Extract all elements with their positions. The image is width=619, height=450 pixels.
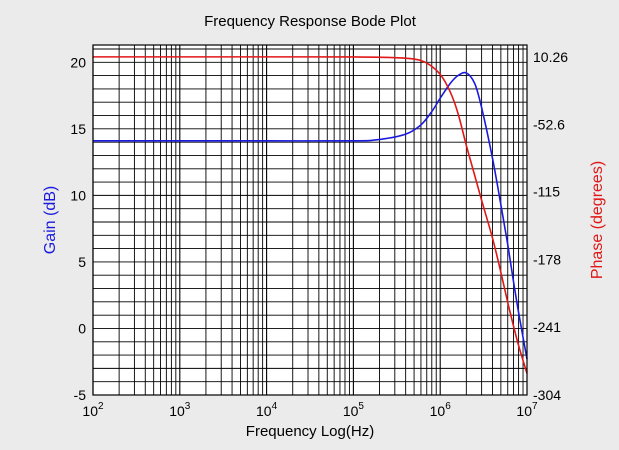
left-tick-label: 0 bbox=[78, 320, 86, 336]
left-axis-label: Gain (dB) bbox=[42, 186, 59, 254]
x-tick-label: 105 bbox=[343, 401, 365, 419]
right-tick-label: -52.6 bbox=[533, 117, 565, 133]
right-tick-label: 10.26 bbox=[533, 49, 568, 65]
x-tick-label: 104 bbox=[256, 401, 278, 419]
x-tick-label: 106 bbox=[430, 401, 452, 419]
left-axis-ticks: -5 0 5 10 15 20 bbox=[70, 54, 86, 403]
right-tick-label: -178 bbox=[533, 251, 561, 267]
right-tick-label: -115 bbox=[533, 184, 560, 200]
left-tick-label: -5 bbox=[74, 387, 87, 403]
series-layer bbox=[92, 56, 528, 374]
left-tick-label: 20 bbox=[70, 54, 86, 70]
right-tick-label: -241 bbox=[533, 319, 561, 335]
right-axis-ticks: 10.26 -52.6 -115 -178 -241 -304 bbox=[533, 49, 568, 403]
x-axis-label: Frequency Log(Hz) bbox=[246, 423, 374, 440]
x-axis-ticks: 102 103 104 105 106 107 bbox=[82, 401, 538, 419]
right-tick-label: -304 bbox=[533, 387, 561, 403]
series-line-phase bbox=[92, 56, 528, 374]
series-line-gain bbox=[93, 71, 528, 360]
left-tick-label: 15 bbox=[70, 121, 86, 137]
plot-area bbox=[93, 45, 527, 395]
left-tick-label: 5 bbox=[78, 254, 86, 270]
right-axis-label: Phase (degrees) bbox=[589, 161, 606, 279]
plot-frame bbox=[92, 44, 528, 396]
left-tick-label: 10 bbox=[70, 187, 86, 203]
chart-title: Frequency Response Bode Plot bbox=[204, 13, 417, 30]
x-tick-label: 107 bbox=[516, 401, 538, 419]
x-tick-label: 102 bbox=[82, 401, 104, 419]
x-tick-label: 103 bbox=[169, 401, 191, 419]
grid bbox=[92, 45, 527, 396]
